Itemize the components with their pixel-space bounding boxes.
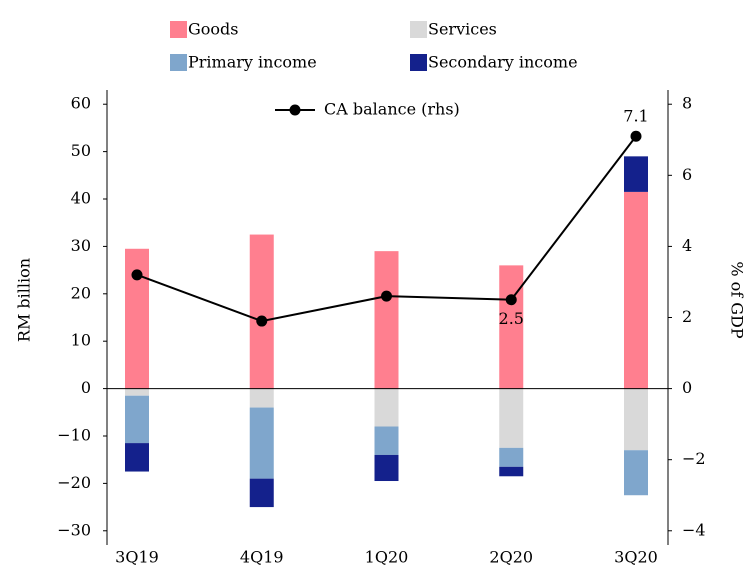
bar-segment [624,191,648,389]
data-label: 7.1 [623,107,648,126]
line-point [256,315,268,327]
legend-swatch [410,21,427,38]
y2-tick-label: 6 [682,165,692,184]
legend-label: CA balance (rhs) [324,100,460,119]
bar-segment [374,426,399,455]
bar-segment [499,388,524,448]
bar-segment [249,478,274,508]
x-tick-label: 3Q19 [115,548,159,567]
x-tick-label: 1Q20 [365,548,409,567]
y-tick-label: 10 [71,331,91,350]
legend-label: Secondary income [428,53,578,72]
y-axis-label: RM billion [15,258,34,342]
data-label: 2.5 [499,309,524,328]
line-point [381,290,392,302]
bar-segment [624,388,648,451]
y-tick-label: −10 [57,425,91,444]
y2-tick-label: 0 [682,378,692,397]
legend-marker [289,104,301,116]
legend-label: Goods [188,20,239,39]
bar-segment [624,156,648,192]
line-point [505,294,517,306]
y-tick-label: 50 [71,141,91,160]
x-tick-label: 4Q19 [240,548,284,567]
legend-swatch [170,54,187,71]
y2-tick-label: 4 [682,236,692,255]
bar-segment [125,443,149,472]
y2-tick-label: −4 [682,520,706,539]
y-tick-label: 30 [71,236,91,255]
bar-segment [374,454,399,482]
bar-segment [125,388,149,396]
y-tick-label: −20 [57,473,91,492]
y2-tick-label: 8 [682,94,692,113]
y-tick-label: 40 [71,189,91,208]
legend-swatch [410,54,427,71]
y2-axis-label: % of GDP [728,261,747,339]
y-tick-label: 20 [71,283,91,302]
bar-segment [249,234,274,389]
line-point [131,269,143,281]
bar-segment [249,407,274,479]
y-tick-label: 0 [81,378,91,397]
y-tick-label: −30 [57,520,91,539]
x-tick-label: 3Q20 [614,548,658,567]
legend-label: Primary income [188,53,317,72]
bar-segment [374,251,399,389]
legend-swatch [170,21,187,38]
y2-tick-label: 2 [682,307,692,326]
bar-segment [374,388,399,427]
bar-segment [499,447,524,467]
y2-tick-label: −2 [682,449,706,468]
bar-segment [125,395,149,444]
bar-segment [499,265,524,389]
bar-segment [624,450,648,496]
bar-segment [249,388,274,408]
line-point [630,130,642,142]
legend-label: Services [428,20,497,39]
x-tick-label: 2Q20 [489,548,533,567]
y-tick-label: 60 [71,94,91,113]
bar-segment [499,466,524,477]
